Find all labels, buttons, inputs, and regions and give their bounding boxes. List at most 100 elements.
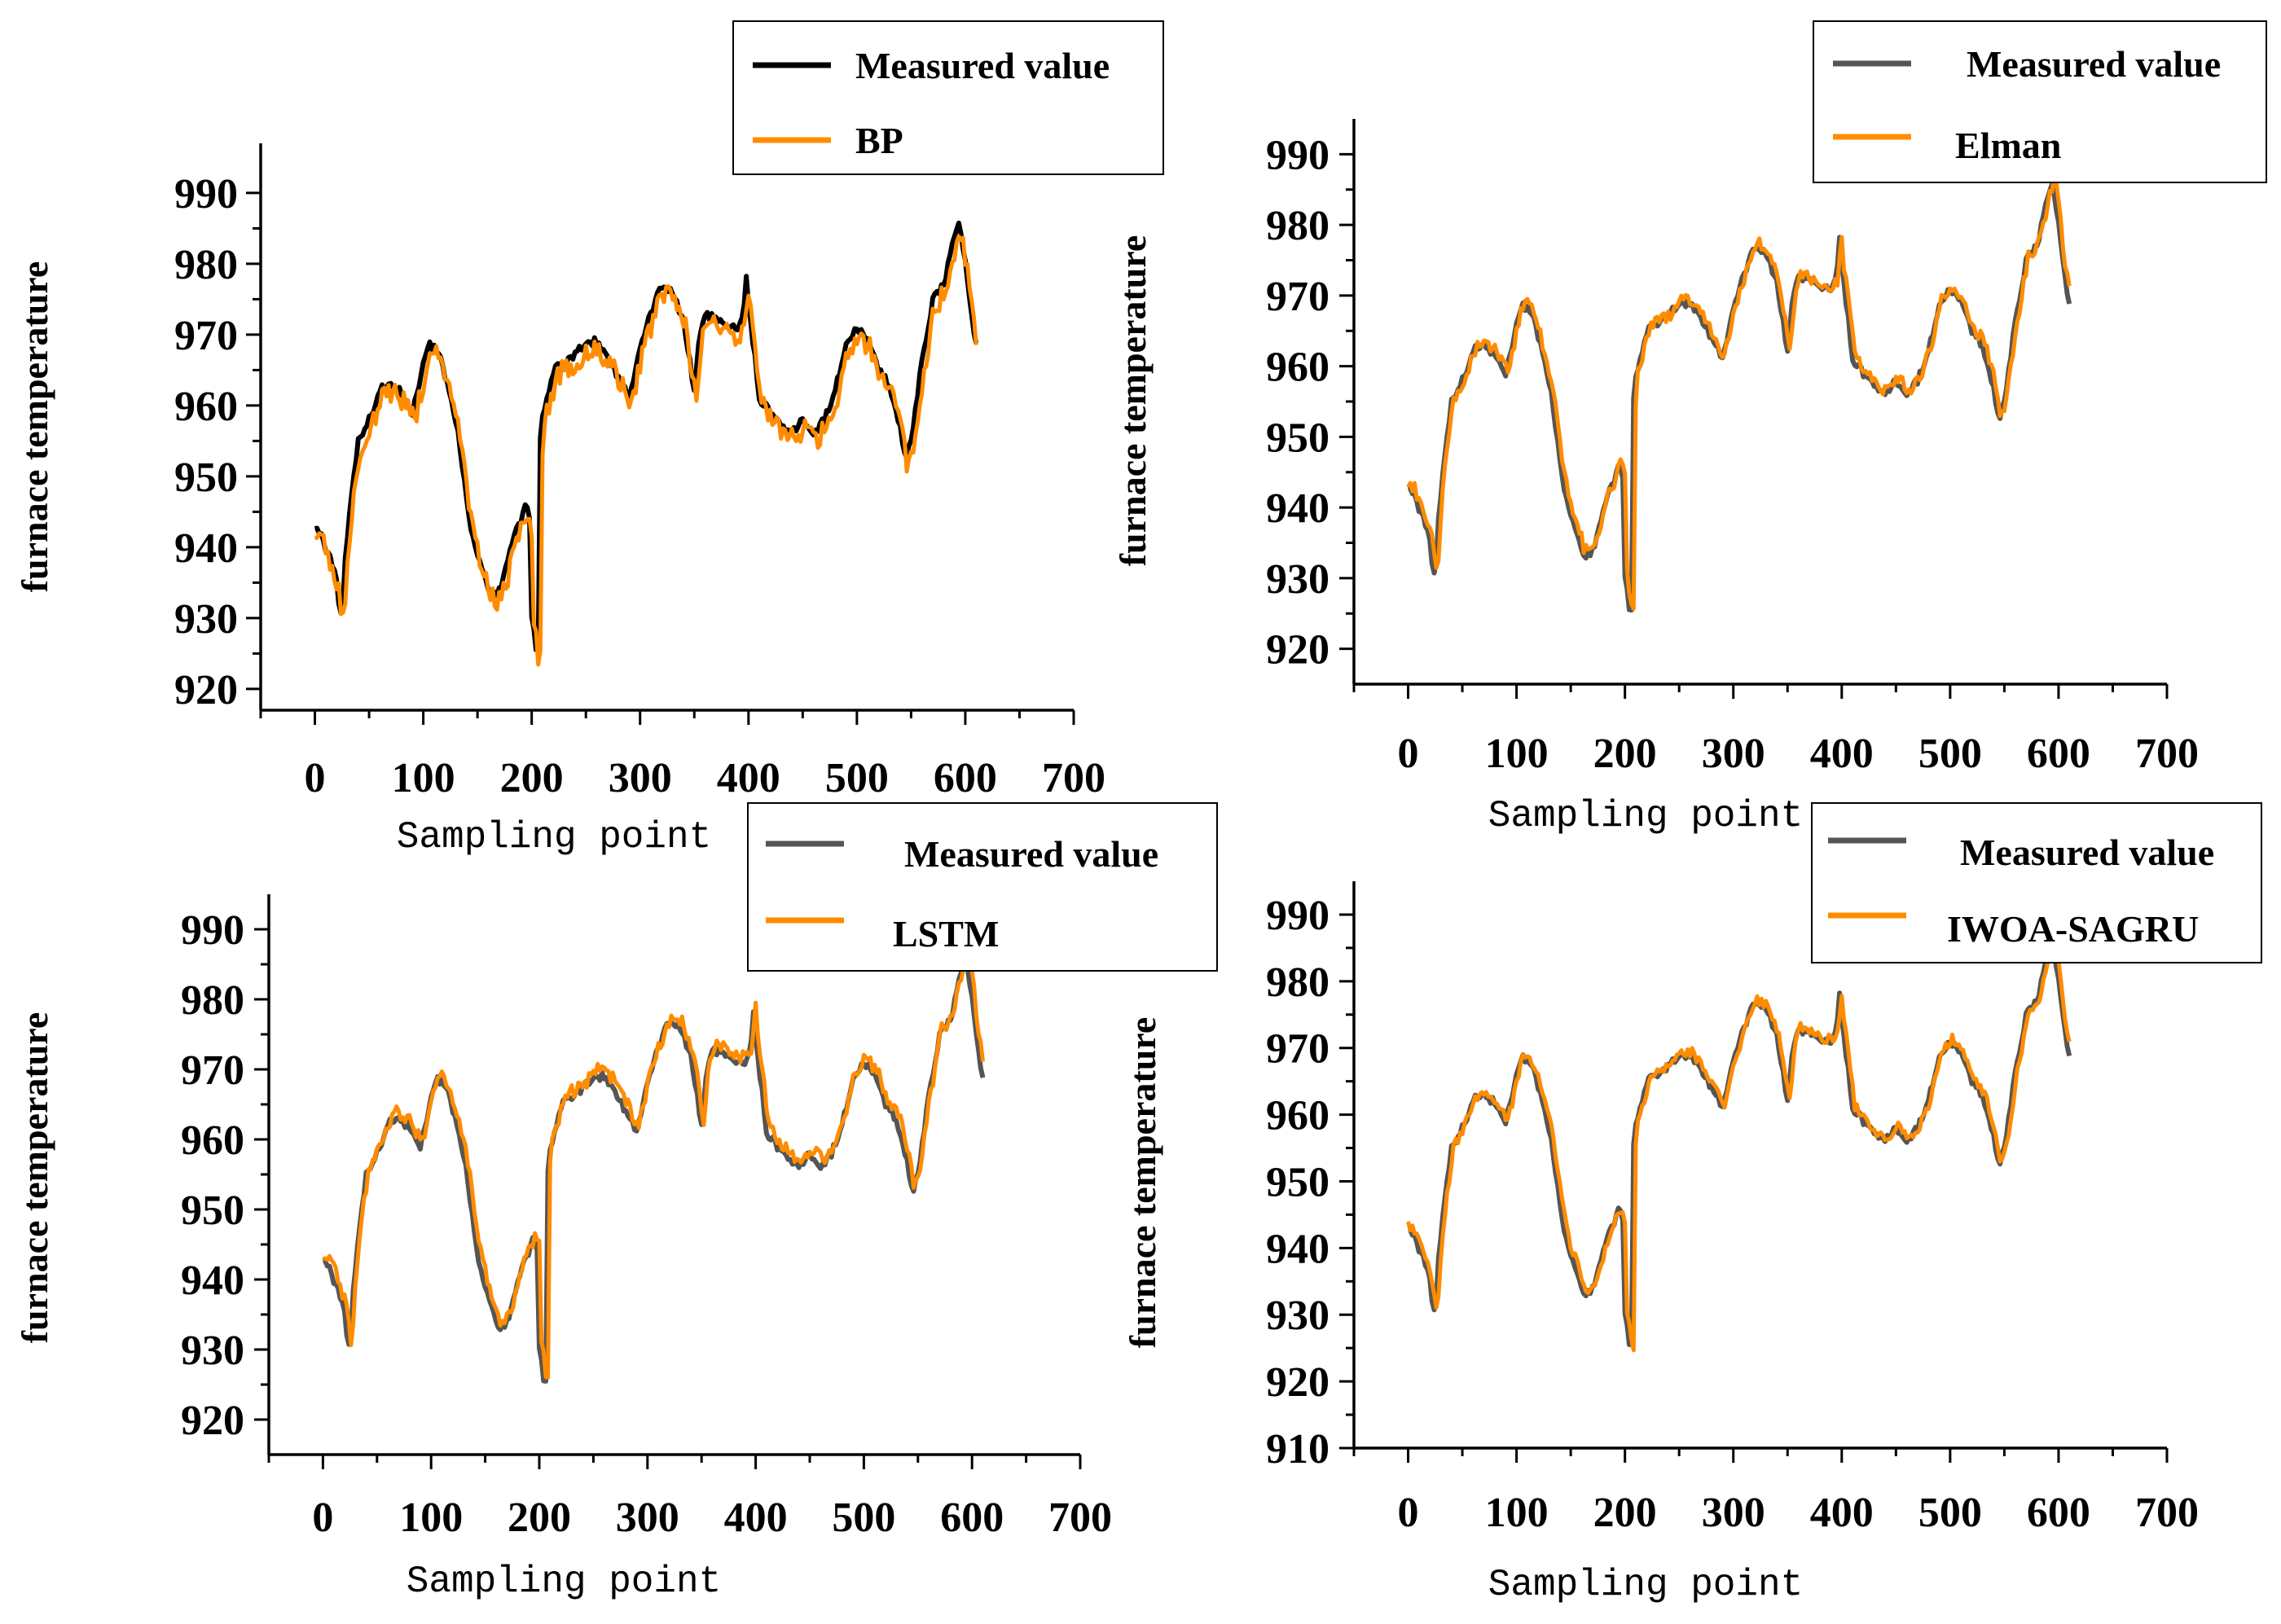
chart-lstm-x-tick-label: 300 (616, 1495, 679, 1541)
chart-iwoa-sagru-y-tick-label: 970 (1266, 1026, 1329, 1073)
chart-iwoa-sagru-legend-label-model: IWOA-SAGRU (1947, 908, 2199, 950)
chart-elman-y-tick-label: 970 (1266, 274, 1329, 320)
chart-elman-y-tick-label: 960 (1266, 345, 1329, 391)
chart-elman-x-tick-label: 600 (2027, 731, 2090, 777)
chart-elman-y-axis-label: furnace temperature (1112, 235, 1154, 567)
chart-iwoa-sagru-y-tick-label: 950 (1266, 1159, 1329, 1205)
chart-lstm-legend: Measured value LSTM (747, 802, 1218, 972)
chart-iwoa-sagru-y-tick-label: 960 (1266, 1093, 1329, 1139)
chart-iwoa-sagru-legend-label-measured: Measured value (1960, 832, 2214, 873)
chart-elman: 920 930 940 950 960 970 980 990 0 100 200 300 400 50… (1112, 20, 2267, 837)
chart-elman-x-tick-label: 700 (2135, 731, 2199, 777)
chart-iwoa-sagru-y-tick-label: 980 (1266, 959, 1329, 1006)
chart-elman-series-prediction (1406, 173, 2072, 611)
chart-lstm-legend-label-measured: Measured value (904, 833, 1158, 875)
chart-bp-axes (259, 143, 1074, 712)
chart-elman-x-tick-label: 200 (1593, 731, 1657, 777)
chart-lstm-x-tick-label: 0 (312, 1495, 333, 1541)
chart-lstm-series-prediction (322, 946, 985, 1380)
chart-bp-y-tick-label: 990 (174, 171, 238, 217)
chart-lstm-series (322, 946, 986, 1384)
chart-iwoa-sagru-y-tick-label: 930 (1266, 1293, 1329, 1339)
chart-bp-x-tick-label: 700 (1042, 755, 1105, 801)
chart-bp-legend-label-model: BP (855, 120, 903, 161)
chart-lstm-y-tick-label: 970 (181, 1047, 244, 1094)
chart-iwoa-sagru-axes (1352, 881, 2167, 1450)
chart-bp-y-tick-label: 940 (174, 525, 238, 572)
chart-elman-legend: Measured value Elman (1813, 20, 2267, 183)
chart-bp-y-tick-label: 920 (174, 667, 238, 713)
chart-lstm-x-tick-label: 400 (724, 1495, 788, 1541)
chart-elman-x-tick-label: 100 (1485, 731, 1549, 777)
chart-bp-y-tick-label: 960 (174, 384, 238, 430)
chart-iwoa-sagru-y-tick-label: 910 (1266, 1426, 1329, 1473)
chart-lstm: 920 930 940 950 960 970 980 990 0 100 200 300 400 50… (14, 802, 1218, 1603)
chart-bp-legend: Measured value BP (732, 20, 1164, 175)
chart-bp-series-prediction (314, 234, 978, 667)
chart-elman-legend-box (1813, 20, 2267, 183)
chart-bp-y-tick-label: 950 (174, 454, 238, 501)
chart-bp-x-tick-label: 100 (392, 755, 455, 801)
chart-iwoa-sagru-series-measured-value (1407, 940, 2072, 1348)
chart-lstm-x-axis-label: Sampling point (407, 1560, 721, 1603)
chart-iwoa-sagru-y-tick-label: 920 (1266, 1359, 1329, 1406)
chart-iwoa-sagru-legend-box (1811, 802, 2262, 963)
chart-lstm-y-tick-label: 980 (181, 977, 244, 1024)
chart-lstm-x-tick-label: 600 (940, 1495, 1004, 1541)
chart-lstm-y-tick-label: 950 (181, 1187, 244, 1234)
chart-elman-series-measured-value (1407, 182, 2072, 613)
chart-iwoa-sagru-x-tick-label: 400 (1810, 1490, 1874, 1536)
chart-iwoa-sagru-x-ticks: 0 100 200 300 400 500 600 700 (1352, 1448, 2199, 1536)
chart-lstm-x-tick-label: 200 (508, 1495, 571, 1541)
chart-elman-y-ticks: 920 930 940 950 960 970 980 990 (1266, 132, 1354, 674)
chart-elman-y-tick-label: 980 (1266, 203, 1329, 249)
chart-iwoa-sagru-x-tick-label: 600 (2027, 1490, 2090, 1536)
chart-iwoa-sagru-y-ticks: 910 920 930 940 950 960 970 980 990 (1266, 893, 1354, 1473)
chart-bp: 920 930 940 950 960 970 980 990 0 100 200 300 400 50… (14, 20, 1164, 858)
chart-lstm-y-tick-label: 920 (181, 1398, 244, 1444)
chart-bp-legend-box (732, 20, 1164, 175)
chart-elman-y-tick-label: 930 (1266, 556, 1329, 603)
chart-iwoa-sagru-x-tick-label: 300 (1702, 1490, 1765, 1536)
chart-bp-y-axis-label: furnace temperature (14, 261, 55, 593)
chart-lstm-y-tick-label: 990 (181, 907, 244, 954)
chart-bp-legend-label-measured: Measured value (855, 45, 1110, 86)
chart-elman-legend-label-measured: Measured value (1967, 43, 2221, 85)
chart-elman-x-ticks: 0 100 200 300 400 500 600 700 (1352, 684, 2199, 777)
chart-iwoa-sagru-y-axis-label: furnace temperature (1122, 1017, 1163, 1349)
chart-elman-x-tick-label: 400 (1810, 731, 1874, 777)
chart-elman-y-tick-label: 920 (1266, 627, 1329, 674)
chart-lstm-y-tick-label: 930 (181, 1328, 244, 1374)
chart-lstm-y-ticks: 920 930 940 950 960 970 980 990 (181, 907, 269, 1444)
chart-bp-x-tick-label: 500 (825, 755, 889, 801)
chart-bp-y-tick-label: 980 (174, 242, 238, 288)
chart-lstm-x-tick-label: 700 (1048, 1495, 1112, 1541)
chart-elman-x-axis-label: Sampling point (1488, 795, 1803, 837)
chart-iwoa-sagru: 910 920 930 940 950 960 970 980 990 0 100 200 300 40… (1122, 802, 2262, 1606)
chart-lstm-y-tick-label: 940 (181, 1258, 244, 1304)
chart-lstm-y-axis-label: furnace temperature (14, 1012, 55, 1344)
chart-lstm-y-tick-label: 960 (181, 1117, 244, 1164)
chart-bp-series-measured-value (314, 220, 979, 653)
chart-bp-y-tick-label: 970 (174, 313, 238, 359)
chart-elman-y-tick-label: 940 (1266, 485, 1329, 532)
chart-bp-y-tick-label: 930 (174, 596, 238, 643)
chart-elman-y-tick-label: 990 (1266, 132, 1329, 178)
chart-iwoa-sagru-x-tick-label: 500 (1918, 1490, 1982, 1536)
chart-elman-y-tick-label: 950 (1266, 415, 1329, 461)
chart-iwoa-sagru-legend: Measured value IWOA-SAGRU (1811, 802, 2262, 963)
chart-iwoa-sagru-y-tick-label: 940 (1266, 1226, 1329, 1272)
chart-bp-x-ticks: 0 100 200 300 400 500 600 700 (259, 710, 1105, 801)
chart-bp-x-axis-label: Sampling point (397, 816, 711, 858)
chart-lstm-series-measured-value (322, 956, 986, 1384)
chart-elman-series (1406, 173, 2072, 613)
chart-bp-x-tick-label: 0 (305, 755, 326, 801)
chart-elman-x-tick-label: 300 (1702, 731, 1765, 777)
chart-iwoa-sagru-x-axis-label: Sampling point (1488, 1564, 1803, 1606)
chart-lstm-x-tick-label: 100 (399, 1495, 463, 1541)
chart-iwoa-sagru-x-tick-label: 700 (2135, 1490, 2199, 1536)
chart-elman-legend-label-model: Elman (1955, 125, 2061, 166)
chart-bp-series (314, 220, 979, 667)
chart-lstm-x-tick-label: 500 (832, 1495, 895, 1541)
